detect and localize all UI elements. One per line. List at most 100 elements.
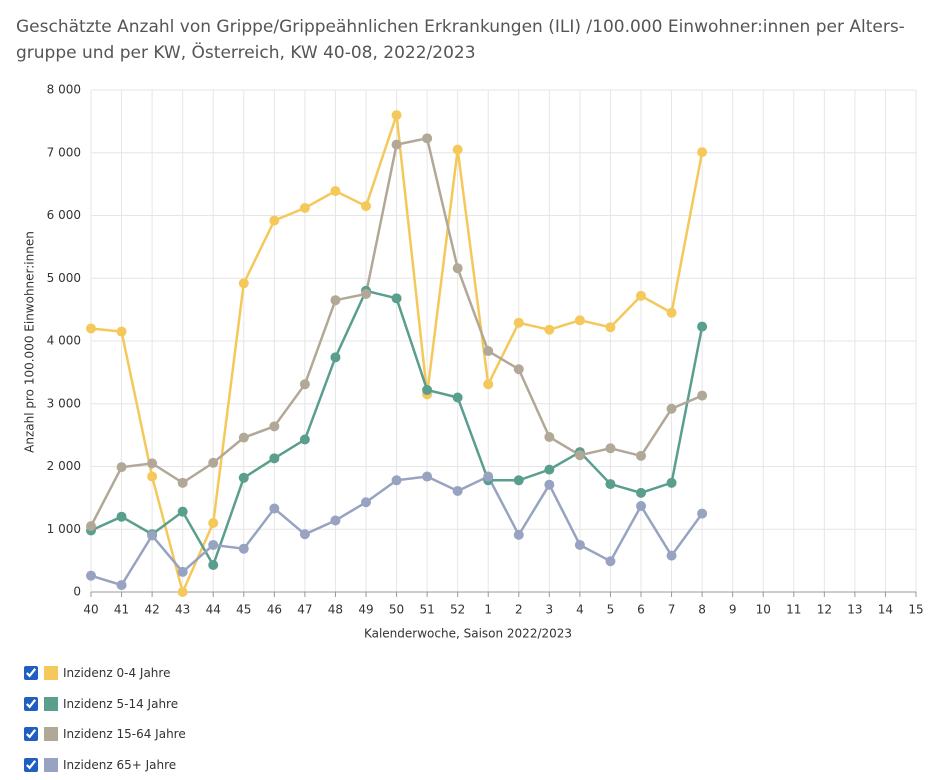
checkbox[interactable] (24, 727, 38, 741)
x-tick-label: 13 (847, 603, 862, 617)
x-tick-label: 14 (878, 603, 893, 617)
chart: Geschätzte Anzahl von Grippe/Grippeähnli… (0, 0, 939, 650)
data-point (147, 458, 157, 468)
x-tick-label: 8 (698, 603, 706, 617)
data-point (636, 501, 646, 511)
data-point (392, 110, 402, 120)
data-point (697, 391, 707, 401)
data-point (117, 462, 127, 472)
x-tick-label: 2 (515, 603, 523, 617)
data-point (330, 295, 340, 305)
x-tick-label: 43 (175, 603, 190, 617)
data-point (392, 293, 402, 303)
data-point (453, 486, 463, 496)
data-point (178, 478, 188, 488)
data-point (117, 580, 127, 590)
x-tick-label: 4 (576, 603, 584, 617)
data-point (544, 325, 554, 335)
x-tick-label: 47 (297, 603, 312, 617)
data-point (483, 472, 493, 482)
data-point (605, 479, 615, 489)
data-point (636, 451, 646, 461)
data-point (239, 473, 249, 483)
data-point (361, 201, 371, 211)
data-point (392, 475, 402, 485)
data-point (667, 478, 677, 488)
data-point (422, 472, 432, 482)
x-tick-label: 1 (484, 603, 492, 617)
data-point (269, 216, 279, 226)
checkbox[interactable] (24, 758, 38, 772)
data-point (300, 435, 310, 445)
data-point (544, 432, 554, 442)
data-point (300, 203, 310, 213)
data-point (178, 507, 188, 517)
x-tick-label: 52 (450, 603, 465, 617)
data-point (117, 512, 127, 522)
x-tick-label: 51 (419, 603, 434, 617)
y-tick-label: 5 000 (47, 271, 81, 285)
data-point (605, 322, 615, 332)
legend-swatch (44, 758, 58, 772)
x-tick-label: 15 (908, 603, 923, 617)
legend-label: Inzidenz 5-14 Jahre (63, 697, 178, 711)
data-point (697, 322, 707, 332)
data-point (147, 472, 157, 482)
x-tick-label: 49 (358, 603, 373, 617)
x-tick-label: 48 (328, 603, 343, 617)
data-point (514, 318, 524, 328)
x-tick-label: 12 (817, 603, 832, 617)
chart-title: Geschätzte Anzahl von Grippe/Grippeähnli… (16, 17, 905, 37)
data-point (697, 509, 707, 519)
legend-label: Inzidenz 65+ Jahre (63, 758, 176, 772)
data-point (453, 263, 463, 273)
legend-item[interactable]: Inzidenz 65+ Jahre (24, 750, 186, 780)
data-point (330, 186, 340, 196)
data-point (300, 529, 310, 539)
data-point (86, 323, 96, 333)
y-axis-label: Anzahl pro 100.000 Einwohner:innen (23, 231, 37, 453)
data-point (575, 450, 585, 460)
data-point (605, 556, 615, 566)
x-axis-label: Kalenderwoche, Saison 2022/2023 (364, 627, 572, 641)
data-point (453, 392, 463, 402)
data-point (239, 544, 249, 554)
y-tick-label: 1 000 (47, 522, 81, 536)
legend-swatch (44, 697, 58, 711)
legend-swatch (44, 666, 58, 680)
data-point (483, 346, 493, 356)
x-tick-label: 44 (206, 603, 221, 617)
legend-item[interactable]: Inzidenz 0-4 Jahre (24, 658, 186, 689)
checkbox[interactable] (24, 666, 38, 680)
x-tick-label: 7 (668, 603, 676, 617)
data-point (178, 587, 188, 597)
x-tick-label: 40 (83, 603, 98, 617)
data-point (544, 480, 554, 490)
legend-item[interactable]: Inzidenz 5-14 Jahre (24, 689, 186, 720)
data-point (483, 379, 493, 389)
data-point (269, 504, 279, 514)
x-tick-label: 46 (267, 603, 282, 617)
data-point (330, 352, 340, 362)
data-point (239, 433, 249, 443)
y-tick-label: 6 000 (47, 208, 81, 222)
y-tick-label: 4 000 (47, 334, 81, 348)
data-point (361, 497, 371, 507)
data-point (208, 540, 218, 550)
data-point (514, 475, 524, 485)
legend-item[interactable]: Inzidenz 15-64 Jahre (24, 719, 186, 750)
data-point (178, 567, 188, 577)
x-tick-label: 41 (114, 603, 129, 617)
x-tick-label: 11 (786, 603, 801, 617)
data-point (514, 530, 524, 540)
checkbox[interactable] (24, 697, 38, 711)
data-point (575, 540, 585, 550)
x-tick-label: 50 (389, 603, 404, 617)
data-point (117, 327, 127, 337)
x-tick-label: 5 (607, 603, 615, 617)
y-tick-label: 3 000 (47, 396, 81, 410)
data-point (636, 488, 646, 498)
x-tick-label: 6 (637, 603, 645, 617)
data-point (208, 560, 218, 570)
